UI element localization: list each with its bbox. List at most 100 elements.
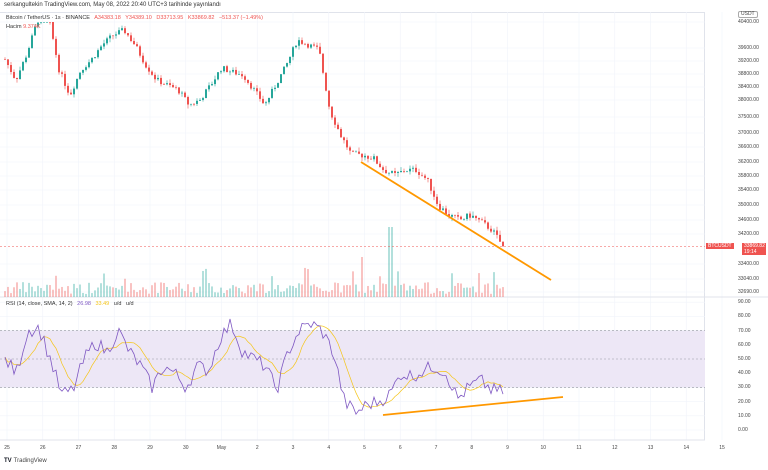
volume-bar	[442, 291, 444, 297]
candle-body	[322, 53, 324, 73]
volume-bar	[31, 286, 33, 297]
volume-bar	[238, 288, 240, 297]
volume-bar	[448, 291, 450, 297]
candle-body	[274, 87, 276, 89]
volume-bar	[79, 284, 81, 297]
rsi-tick: 30.00	[738, 384, 751, 391]
candle-body	[418, 172, 420, 175]
volume-bar	[472, 286, 474, 297]
volume-bar	[130, 283, 132, 297]
currency-button[interactable]: USDT	[738, 11, 758, 18]
candle-body	[196, 100, 198, 104]
candle-body	[235, 69, 237, 75]
price-tick: 39200.00	[738, 58, 759, 64]
candle-body	[460, 216, 462, 220]
chart-area[interactable]	[0, 12, 705, 440]
candle-body	[400, 171, 402, 173]
volume-bar	[94, 290, 96, 297]
price-tick: 38000.00	[738, 97, 759, 103]
candle-body	[463, 219, 465, 220]
candle-body	[373, 156, 375, 160]
candle-body	[379, 163, 381, 168]
volume-bar	[373, 284, 375, 297]
volume-bar	[331, 290, 333, 297]
candle-body	[454, 215, 456, 216]
candle-body	[334, 117, 336, 125]
candle-body	[121, 28, 123, 31]
candle-body	[40, 22, 42, 23]
candle-body	[157, 77, 159, 80]
time-tick: 14	[683, 445, 690, 451]
candle-body	[295, 45, 297, 48]
volume-bar	[223, 293, 225, 297]
candle-body	[472, 215, 474, 218]
time-tick: 26	[39, 445, 46, 451]
time-tick: 25	[4, 445, 10, 451]
volume-bar	[175, 286, 177, 297]
volume-bar	[244, 293, 246, 297]
time-tick: 30	[182, 445, 189, 451]
candle-body	[502, 241, 504, 247]
candle-body	[118, 30, 120, 35]
volume-bar	[292, 286, 294, 297]
symbol-name[interactable]: Bitcoin / TetherUS · 1s · BINANCE	[6, 15, 90, 21]
volume-bar	[13, 287, 15, 297]
volume-bar	[256, 291, 258, 297]
volume-bar	[259, 283, 261, 297]
volume-bar	[127, 291, 129, 297]
candle-body	[187, 97, 189, 105]
volume-bar	[37, 285, 39, 297]
candle-body	[430, 178, 432, 191]
volume-bar	[460, 283, 462, 297]
volume-bar	[55, 275, 57, 297]
candle-body	[493, 230, 495, 232]
candle-body	[259, 91, 261, 99]
candle-body	[409, 168, 411, 172]
candle-body	[193, 103, 195, 105]
candle-body	[190, 103, 192, 105]
rsi-label[interactable]: RSI (14, close, SMA, 14, 2)	[6, 301, 73, 307]
candle-body	[256, 88, 258, 92]
volume-bar	[481, 292, 483, 297]
volume-bar	[217, 292, 219, 297]
candle-body	[253, 88, 255, 89]
time-tick: 11	[576, 445, 582, 451]
change-value: −513.37 (−1.49%)	[218, 15, 264, 21]
candle-body	[76, 78, 78, 89]
candle-body	[154, 74, 156, 80]
rsi-tick: 20.00	[738, 398, 751, 405]
candle-body	[175, 87, 177, 88]
candle-body	[304, 43, 306, 45]
volume-bar	[22, 282, 24, 297]
volume-bar	[106, 285, 108, 297]
candle-body	[79, 72, 81, 79]
rsi-tick: 50.00	[738, 356, 751, 362]
candle-body	[289, 56, 291, 64]
candle-body	[280, 74, 282, 84]
tradingview-logo[interactable]: TV TradingView	[4, 458, 47, 464]
candle-body	[316, 45, 318, 47]
volume-bar	[64, 290, 66, 297]
candle-body	[10, 65, 12, 72]
candle-body	[46, 22, 48, 23]
volume-bar	[205, 268, 207, 297]
time-tick: 12	[611, 445, 618, 451]
candle-body	[349, 147, 351, 151]
candle-body	[34, 26, 36, 36]
price-tick: 35800.00	[738, 173, 759, 179]
candle-body	[271, 88, 273, 98]
rsi-sma-line	[4, 325, 504, 408]
rsi-tick: 70.00	[738, 327, 751, 334]
volume-bar	[151, 285, 153, 297]
volume-bar	[193, 287, 195, 297]
volume-bar	[40, 288, 42, 297]
volume-bar	[319, 288, 321, 297]
volume-bar	[340, 292, 342, 297]
open-value: A34383.18	[94, 15, 121, 21]
volume-bar	[235, 286, 237, 297]
volume-bar	[142, 287, 144, 297]
volume-bar	[196, 292, 198, 297]
candle-body	[88, 62, 90, 68]
candle-body	[310, 44, 312, 48]
